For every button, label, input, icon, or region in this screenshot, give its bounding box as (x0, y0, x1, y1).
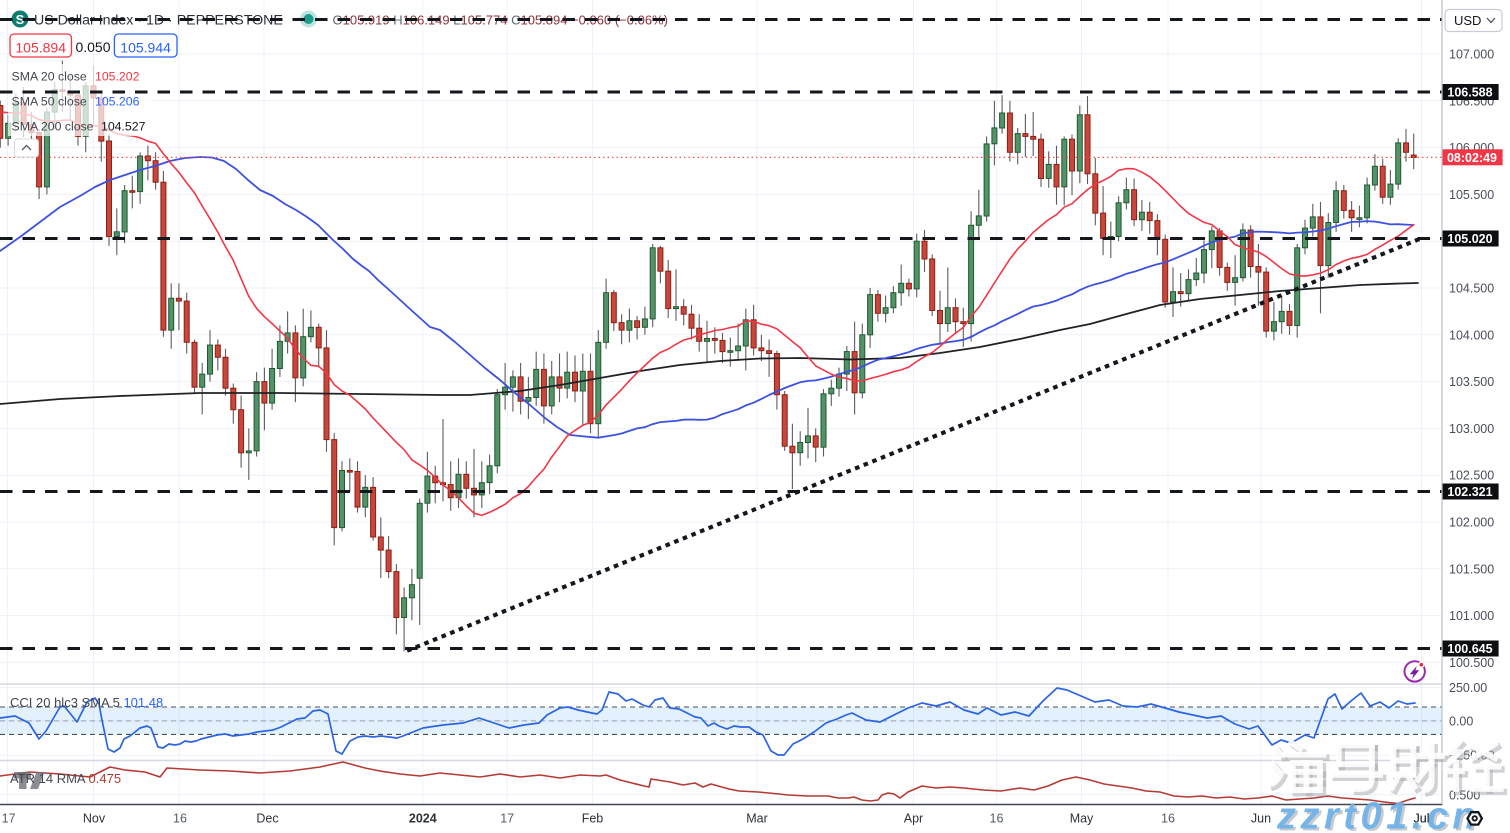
svg-text:zzrt01.cn: zzrt01.cn (1279, 798, 1483, 833)
svg-text:101.000: 101.000 (1449, 609, 1494, 623)
svg-text:104.500: 104.500 (1449, 282, 1494, 296)
svg-text:S: S (16, 12, 25, 27)
svg-text:105.020: 105.020 (1447, 232, 1492, 246)
svg-text:SMA 20 close: SMA 20 close (12, 70, 87, 84)
svg-text:100.500: 100.500 (1449, 656, 1494, 670)
svg-text:16: 16 (173, 812, 187, 826)
svg-text:USD: USD (1454, 13, 1481, 28)
svg-text:Mar: Mar (746, 812, 768, 826)
svg-text:ATR 14 RMA 0.475: ATR 14 RMA 0.475 (10, 771, 121, 786)
svg-text:16: 16 (990, 812, 1004, 826)
svg-text:08:02:49: 08:02:49 (1447, 151, 1497, 165)
svg-text:Jul: Jul (1414, 812, 1430, 826)
svg-text:100.645: 100.645 (1447, 642, 1492, 656)
svg-text:17: 17 (2, 812, 16, 826)
svg-text:16: 16 (1161, 812, 1175, 826)
svg-text:0.00: 0.00 (1449, 714, 1473, 728)
svg-text:102.500: 102.500 (1449, 469, 1494, 483)
svg-text:17: 17 (500, 812, 514, 826)
svg-text:103.500: 103.500 (1449, 375, 1494, 389)
svg-text:104.000: 104.000 (1449, 328, 1494, 342)
svg-text:Dec: Dec (256, 812, 278, 826)
svg-text:SMA 200 close: SMA 200 close (12, 120, 94, 134)
svg-text:May: May (1070, 812, 1094, 826)
svg-text:107.000: 107.000 (1449, 48, 1494, 62)
svg-text:105.500: 105.500 (1449, 188, 1494, 202)
svg-text:105.202: 105.202 (95, 70, 140, 84)
svg-text:102.321: 102.321 (1447, 485, 1492, 499)
svg-text:Nov: Nov (83, 812, 106, 826)
svg-text:zzrt01.cn: zzrt01.cn (1276, 796, 1480, 833)
svg-text:2024: 2024 (409, 812, 437, 826)
svg-text:103.000: 103.000 (1449, 422, 1494, 436)
svg-text:106.588: 106.588 (1447, 86, 1492, 100)
svg-text:CCI 20 hlc3 SMA 5 101.48: CCI 20 hlc3 SMA 5 101.48 (10, 695, 163, 710)
svg-text:105.894: 105.894 (15, 40, 66, 56)
svg-text:Apr: Apr (904, 812, 923, 826)
svg-text:105.944: 105.944 (120, 40, 171, 56)
svg-text:102.000: 102.000 (1449, 516, 1494, 530)
svg-text:Jun: Jun (1251, 812, 1271, 826)
svg-text:250.00: 250.00 (1449, 681, 1487, 695)
svg-text:Feb: Feb (582, 812, 604, 826)
svg-text:SMA 50 close: SMA 50 close (12, 95, 87, 109)
svg-text:104.527: 104.527 (101, 120, 146, 134)
svg-text:0.050: 0.050 (75, 39, 110, 55)
svg-text:101.500: 101.500 (1449, 562, 1494, 576)
svg-text:Jul: Jul (1414, 812, 1430, 826)
svg-text:105.206: 105.206 (95, 95, 140, 109)
